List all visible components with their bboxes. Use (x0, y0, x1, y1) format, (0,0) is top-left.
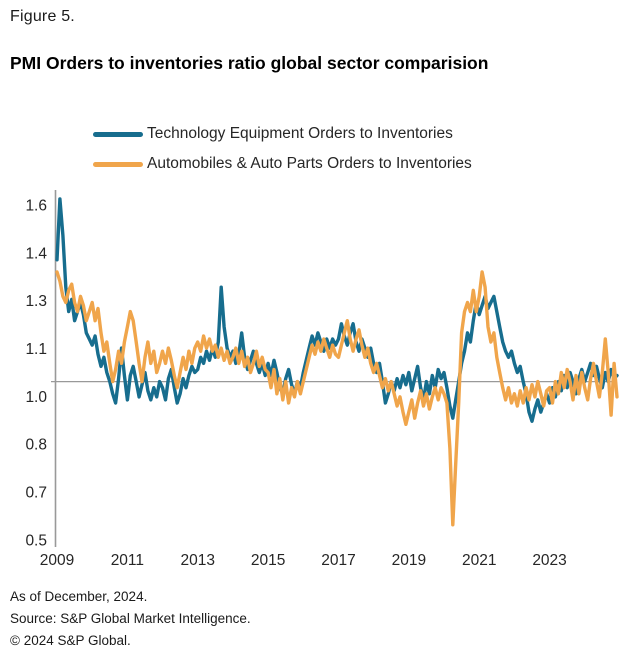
x-tick-label: 2015 (251, 552, 285, 569)
x-tick-label: 2013 (180, 552, 214, 569)
y-tick-label: 1.3 (25, 293, 47, 310)
line-chart-canvas: 1.6 1.4 1.3 1.1 1.0 0.8 0.7 0.5 2009 2011 2013 2015… (25, 190, 619, 569)
legend-item-technology: Technology Equipment Orders to Inventori… (93, 119, 613, 149)
chart-title: PMI Orders to inventories ratio global s… (10, 53, 489, 73)
technology-line-swatch (93, 131, 143, 137)
y-tick-label: 0.7 (25, 485, 47, 502)
y-tick-label: 0.5 (25, 532, 47, 549)
legend-label-automobiles: Automobiles & Auto Parts Orders to Inven… (147, 155, 472, 172)
y-tick-label: 1.6 (25, 197, 47, 214)
y-tick-label: 1.4 (25, 245, 47, 262)
y-tick-label: 1.1 (25, 341, 47, 358)
legend-label-technology: Technology Equipment Orders to Inventori… (147, 125, 453, 142)
figure-label: Figure 5. (10, 8, 75, 25)
x-tick-label: 2019 (392, 552, 426, 569)
chart-legend: Technology Equipment Orders to Inventori… (93, 119, 613, 179)
copyright-note: © 2024 S&P Global. (10, 633, 131, 648)
y-tick-label: 1.0 (25, 389, 47, 406)
y-tick-label: 0.8 (25, 437, 47, 454)
source-note: Source: S&P Global Market Intelligence. (10, 611, 251, 626)
legend-item-automobiles: Automobiles & Auto Parts Orders to Inven… (93, 149, 613, 179)
as-of-note: As of December, 2024. (10, 589, 148, 604)
x-tick-label: 2021 (462, 552, 496, 569)
x-tick-label: 2011 (111, 552, 144, 569)
x-tick-label: 2017 (321, 552, 355, 569)
series-line-technology (55, 197, 619, 423)
automobiles-line-swatch (93, 161, 143, 167)
footnotes: As of December, 2024. Source: S&P Global… (10, 586, 251, 652)
x-tick-label: 2023 (532, 552, 566, 569)
x-tick-label: 2009 (40, 552, 74, 569)
series-line-automobiles (55, 270, 619, 527)
